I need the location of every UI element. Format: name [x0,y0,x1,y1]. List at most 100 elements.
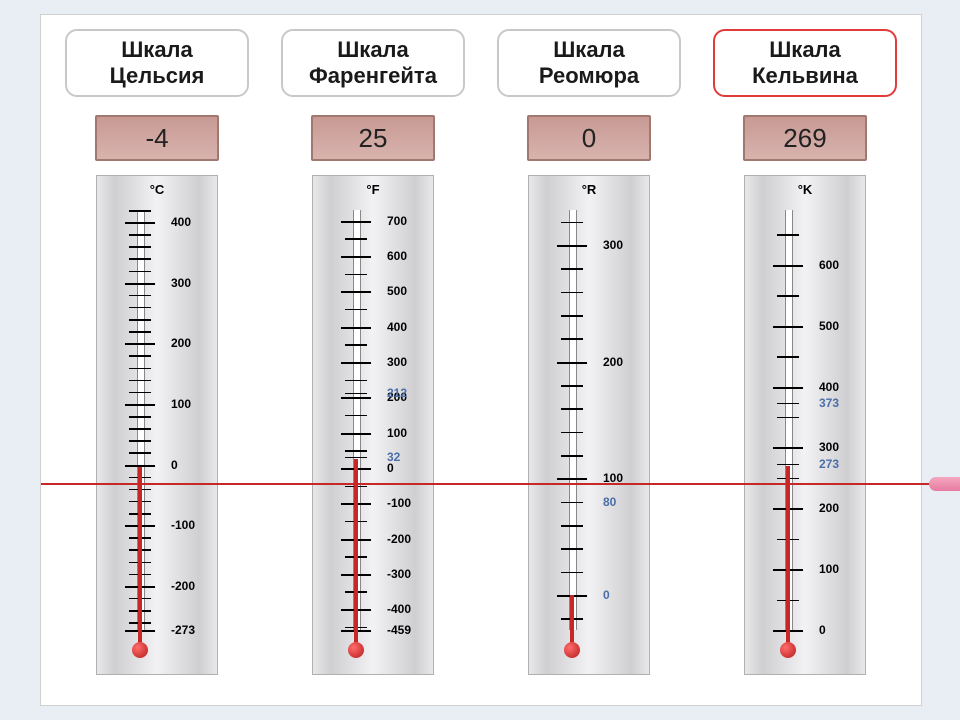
tick-label: 100 [171,397,191,411]
tick-label: 500 [387,284,407,298]
tick-special [345,393,367,395]
tick-label: 300 [387,355,407,369]
unit-label: °F [313,182,433,197]
tick-label: 300 [819,440,839,454]
tick-minor [129,234,151,236]
tick-label: 200 [603,355,623,369]
columns-container: ШкалаЦельсия-4°C4003002001000-100-200-27… [41,15,921,675]
reference-line-cap [929,477,960,491]
tick-label-special: 212 [387,386,407,400]
tick-label: -100 [387,496,411,510]
tick-major [773,326,803,328]
tick-minor [129,392,151,394]
tick-minor [561,432,583,434]
thermometer-bulb [132,642,148,658]
tick-label: 600 [819,258,839,272]
tick-label: 200 [819,501,839,515]
tick-major [773,265,803,267]
tick-minor [129,380,151,382]
tick-major [341,256,371,258]
tick-minor [129,307,151,309]
tick-minor [777,295,799,297]
tick-major [125,404,155,406]
reference-line [41,483,960,485]
tick-major [341,433,371,435]
tick-minor [561,525,583,527]
tick-label: 100 [387,426,407,440]
tick-major [341,362,371,364]
tick-label: -200 [387,532,411,546]
tick-special [345,457,367,459]
tick-major [341,327,371,329]
tick-major [773,387,803,389]
tick-label: -200 [171,579,195,593]
tick-minor [129,210,151,212]
tick-minor [345,450,367,452]
scale-track: 7006005004003002001000-100-200-300-400-4… [353,210,359,630]
tick-label: 600 [387,249,407,263]
tick-special [561,502,583,504]
scale-title-celsius[interactable]: ШкалаЦельсия [65,29,249,97]
tick-special [777,464,799,466]
tick-minor [129,428,151,430]
tick-minor [129,271,151,273]
tick-minor [129,331,151,333]
tick-minor [561,385,583,387]
tick-minor [345,238,367,240]
tick-label: -100 [171,518,195,532]
tick-label-special: 273 [819,457,839,471]
tick-minor [561,338,583,340]
tick-minor [129,368,151,370]
tick-major [557,245,587,247]
tick-minor [561,572,583,574]
tick-label: 200 [171,336,191,350]
tick-label: 0 [603,588,610,602]
tick-label: 700 [387,214,407,228]
tick-minor [129,319,151,321]
tick-minor [129,416,151,418]
tick-major [125,222,155,224]
thermometer-reaumur: °R300200100080 [528,175,650,675]
scale-title-kelvin[interactable]: ШкалаКельвина [713,29,897,97]
thermometer-kelvin: °K6005004003002001000373273 [744,175,866,675]
tick-label-special: 80 [603,495,616,509]
tick-minor [345,274,367,276]
tick-label: 0 [171,458,178,472]
tick-minor [777,234,799,236]
tick-label: -273 [171,623,195,637]
tick-label: 300 [171,276,191,290]
tick-label: -400 [387,602,411,616]
tick-major [773,447,803,449]
tick-minor [129,295,151,297]
scale-title-fahrenheit[interactable]: ШкалаФаренгейта [281,29,465,97]
tick-minor [345,309,367,311]
thermometer-bulb [564,642,580,658]
scale-track: 300200100080 [569,210,575,630]
thermometer-tube [569,210,577,630]
tick-minor [129,355,151,357]
tick-major [341,291,371,293]
thermometer-fluid [786,466,790,656]
tick-minor [129,452,151,454]
thermometer-celsius: °C4003002001000-100-200-273 [96,175,218,675]
scale-title-reaumur[interactable]: ШкалаРеомюра [497,29,681,97]
tick-label-special: 32 [387,450,400,464]
scale-column-celsius: ШкалаЦельсия-4°C4003002001000-100-200-27… [57,29,257,675]
thermometer-fluid [138,467,142,656]
thermometer-bulb [348,642,364,658]
tick-label: -459 [387,623,411,637]
tick-minor [345,344,367,346]
scale-column-kelvin: ШкалаКельвина269°K6005004003002001000373… [705,29,905,675]
content-panel: ШкалаЦельсия-4°C4003002001000-100-200-27… [40,14,922,706]
scale-value-celsius: -4 [95,115,219,161]
unit-label: °K [745,182,865,197]
tick-minor [561,455,583,457]
tick-label: 400 [387,320,407,334]
tick-label: 0 [819,623,826,637]
tick-minor [561,548,583,550]
tick-label: -300 [387,567,411,581]
thermometer-fahrenheit: °F 7006005004003002001000-100-200-300-400… [312,175,434,675]
tick-label: 500 [819,319,839,333]
scale-value-kelvin: 269 [743,115,867,161]
tick-major [341,221,371,223]
